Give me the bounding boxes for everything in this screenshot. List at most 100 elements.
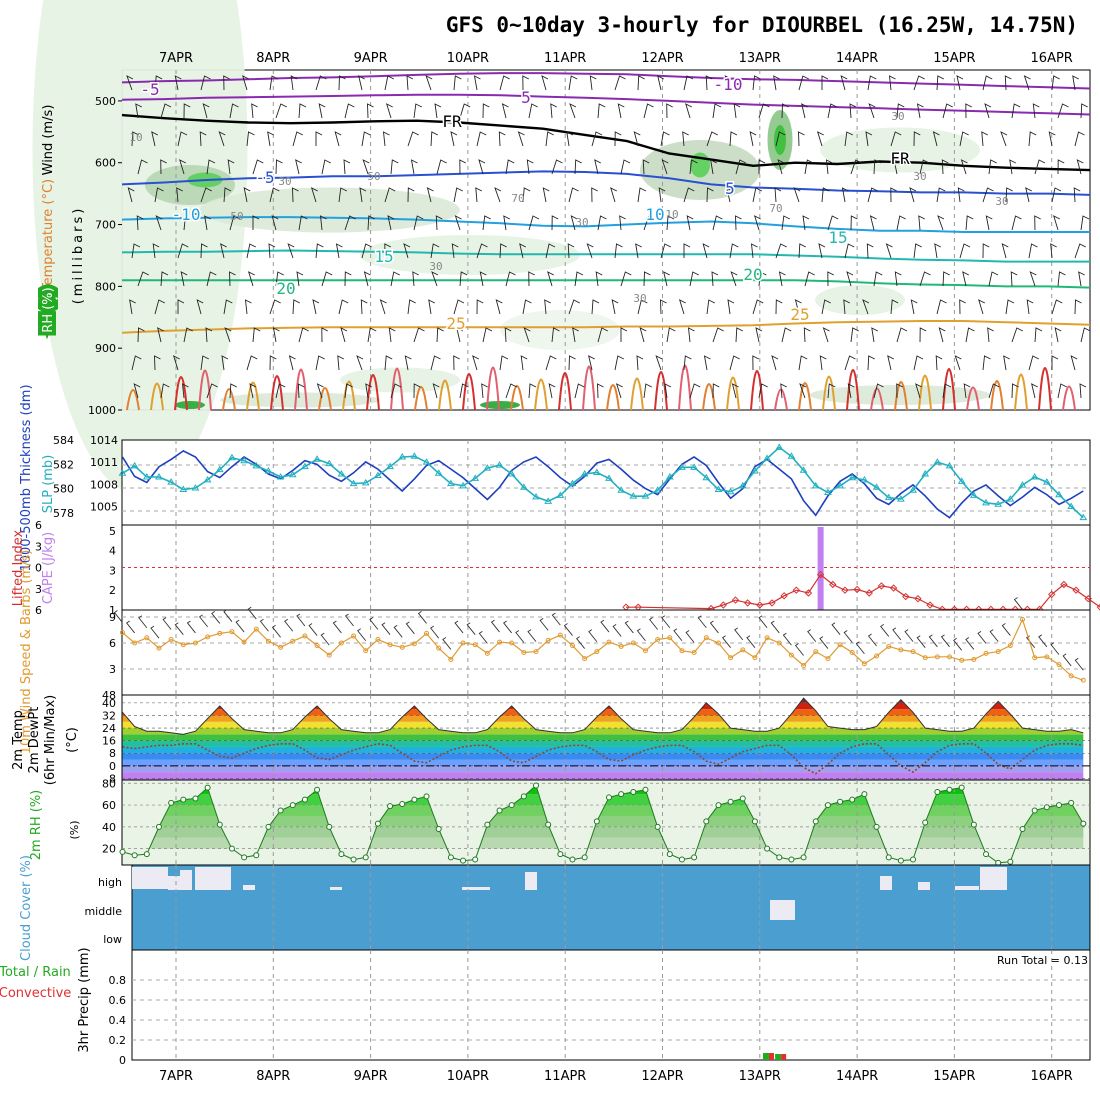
wind-barb [1080, 103, 1088, 119]
wind-barb [689, 271, 700, 287]
slp-ytick: 1005 [90, 501, 118, 514]
wind10-barb [320, 632, 330, 646]
wind10-barb [551, 612, 561, 626]
wind-barb [804, 159, 814, 175]
wind-barb [268, 243, 276, 259]
wind10-barb [965, 637, 975, 650]
wind10-barb [807, 629, 817, 642]
wind-barb [988, 383, 1000, 399]
wind-barb [862, 299, 870, 315]
wind-barb [1011, 215, 1022, 231]
wind-barb [459, 159, 467, 175]
wind-barb [177, 131, 188, 147]
slp-marker [1055, 490, 1063, 498]
wind-barb [472, 355, 480, 371]
boundary-contour [558, 372, 572, 411]
wind-barb [1011, 327, 1024, 343]
cape-ytick: 5 [109, 525, 116, 538]
wind-barb [390, 383, 402, 399]
wind-barb [706, 299, 716, 315]
boundary-contour [966, 386, 980, 411]
wind10-barb [916, 635, 926, 648]
wind-barb [218, 131, 226, 147]
rh2m-marker [289, 802, 296, 809]
slp-marker [532, 492, 540, 500]
rh2m-marker [545, 821, 552, 828]
wind-barb [295, 159, 302, 175]
boundary-contour [942, 368, 956, 411]
rh2m-ylabels: 2m RH (%) [29, 790, 44, 861]
wind10-marker [156, 645, 162, 651]
wind-barb [755, 327, 763, 343]
ylabel-lifted-index: Lifted Index [11, 529, 26, 606]
wind-barb [591, 299, 600, 315]
wind-barb [297, 383, 305, 399]
precip-grid [175, 950, 1053, 1060]
wind-barb [804, 271, 815, 287]
wind10-marker [569, 643, 575, 649]
wind-barb [181, 383, 189, 399]
wind10-marker [776, 640, 782, 646]
wind-barb [775, 299, 783, 315]
wind-barb [1005, 299, 1015, 315]
wind-barb [572, 327, 579, 343]
wind-barb [275, 383, 286, 399]
cloud-block [195, 867, 231, 890]
rh2m-marker [265, 823, 272, 830]
wind-barb [151, 131, 159, 147]
wind-barb [844, 355, 856, 371]
slp-marker [1067, 502, 1076, 510]
wind-barb [157, 327, 164, 343]
wind-barb [965, 215, 974, 231]
wind-barb [942, 383, 952, 399]
wind-barb [821, 75, 829, 90]
slp-marker [1079, 513, 1088, 521]
temp-band [122, 728, 1084, 735]
wind-barb [942, 271, 950, 287]
wind-barb [888, 75, 896, 91]
upper-air-ytick: 800 [95, 280, 116, 293]
wind10-marker [132, 640, 138, 646]
wind-barb [570, 215, 578, 231]
wind-barb [292, 299, 301, 315]
ylabel-wind10m: 10m Wind Speed & Barbs (m/s) [19, 550, 34, 755]
wind-barb [866, 243, 874, 259]
slp-marker [605, 474, 613, 481]
wind-barb [663, 271, 670, 287]
rh2m-marker [508, 802, 515, 809]
lifted-index-marker [1084, 594, 1092, 603]
wind-barb [459, 103, 471, 119]
wind-barb [595, 271, 603, 287]
rh2m-marker [1068, 799, 1075, 806]
wind10-marker [229, 629, 235, 635]
rh2m-grid [175, 780, 1053, 865]
temp-ytick: 8 [109, 747, 116, 760]
wind10-barb [247, 606, 257, 620]
wind10-barb [636, 628, 646, 642]
wind10-barb [405, 621, 415, 635]
slp-marker [313, 455, 321, 462]
wind-barb [844, 243, 855, 259]
wind-barb [501, 103, 509, 119]
wind-barb [597, 327, 609, 343]
wind-barb [160, 103, 172, 119]
slp-marker [860, 475, 869, 483]
wind-barb [200, 243, 208, 259]
slp-marker [483, 464, 492, 471]
wind-barb [321, 159, 332, 175]
wind10-barb [259, 618, 269, 632]
isotherm-label: 10 [645, 205, 664, 224]
wind-barb [340, 327, 348, 343]
wind-barb [821, 299, 831, 315]
slp-marker [811, 481, 820, 489]
wind-barb [453, 355, 460, 371]
wind10-marker [205, 634, 211, 640]
lifted-index-marker [1072, 586, 1080, 594]
date-label-top: 14APR [836, 51, 878, 66]
wind-barb [545, 243, 556, 259]
boundary-contour [678, 364, 692, 411]
wind-barb [758, 271, 767, 287]
wind-barb [639, 327, 647, 343]
wind10-marker [740, 647, 746, 653]
rh2m-marker [192, 795, 199, 802]
